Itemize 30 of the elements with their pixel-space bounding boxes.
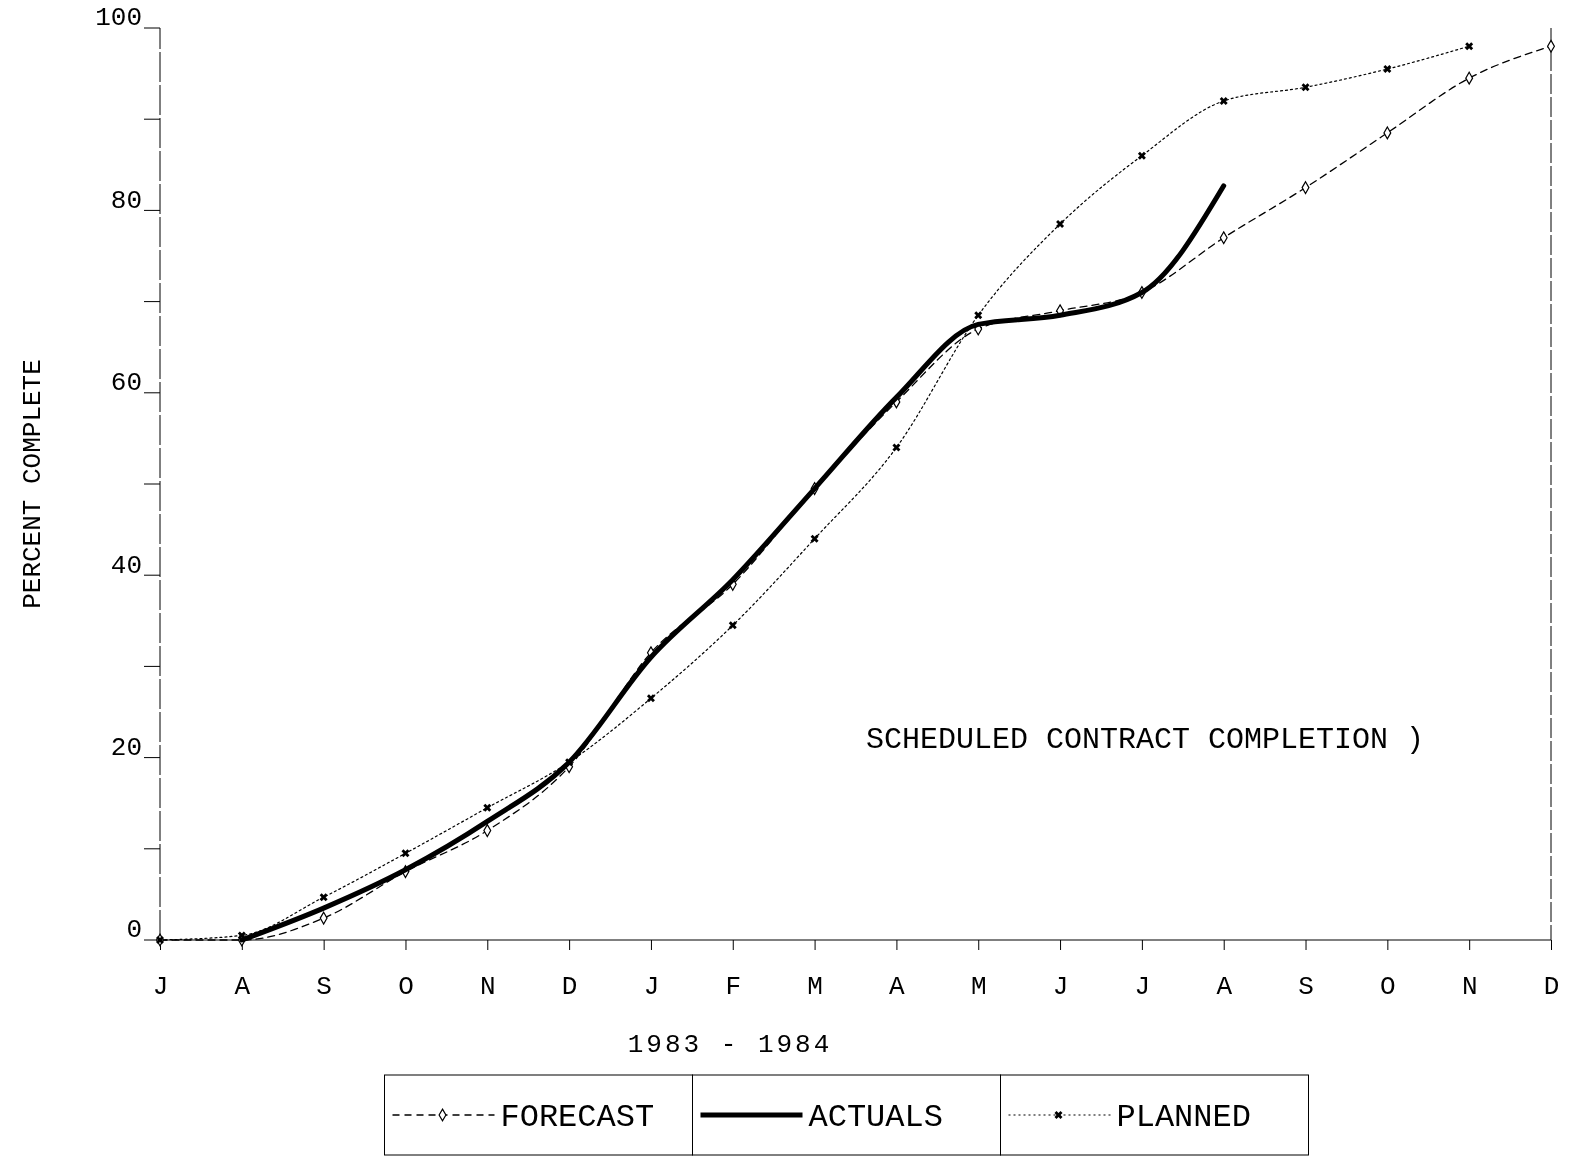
x-tick-label: F [725,972,742,1003]
x-axis-title: 1983 - 1984 [627,1030,833,1060]
x-tick-label: M [970,972,987,1003]
y-tick-label: 80 [110,185,142,216]
x-tick-label: J [643,972,660,1003]
x-tick-label: J [152,972,169,1003]
y-tick-label: 100 [95,3,142,34]
legend-label: ACTUALS [808,1099,943,1136]
x-tick-label: A [1216,972,1233,1003]
y-axis-title: PERCENT COMPLETE [18,359,48,609]
y-tick-label: 20 [110,733,142,763]
y-tick-label: 0 [126,915,142,946]
x-tick-label: J [1134,972,1151,1003]
x-tick-label: N [479,972,496,1003]
x-tick-label: N [1461,972,1478,1003]
x-tick-label: M [807,972,823,1003]
x-tick-label: D [561,972,578,1003]
x-tick-label: A [234,972,251,1003]
x-tick-label: A [889,972,906,1003]
x-tick-label: O [398,972,414,1003]
x-tick-label: S [1298,972,1314,1003]
x-tick-label: D [1543,972,1560,1003]
annotation: SCHEDULED CONTRACT COMPLETION ) [865,722,1425,757]
legend-label: PLANNED [1116,1099,1251,1136]
y-tick-label: 60 [110,368,142,399]
x-tick-label: J [1052,972,1069,1003]
x-tick-label: S [316,972,332,1003]
legend-label: FORECAST [500,1099,655,1136]
x-tick-label: O [1380,972,1396,1003]
y-tick-label: 40 [110,550,142,581]
